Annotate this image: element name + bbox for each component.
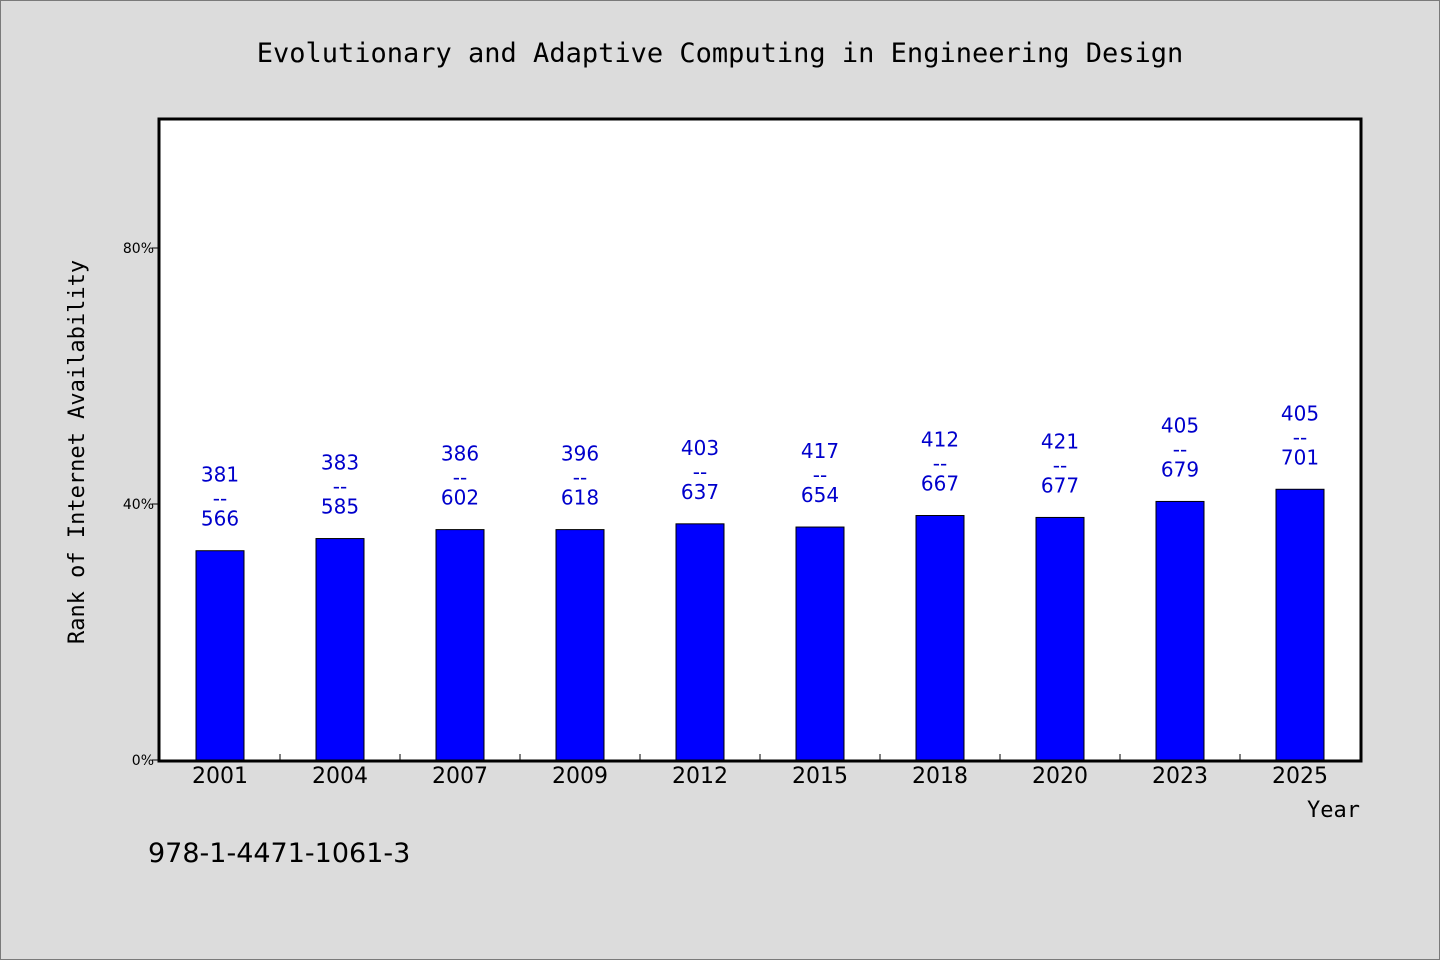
bar-2025 [1275, 488, 1325, 761]
bar-label-bottom: 654 [801, 483, 839, 507]
bar-2004 [315, 538, 365, 761]
y-tick-label: 80% [123, 241, 154, 257]
bar-label-separator: -- [333, 475, 347, 499]
x-axis-ticks: 2001 2004 2007 2009 2012 2015 2018 2020 2023 2025 [192, 754, 1328, 789]
y-tick-label: 40% [123, 497, 154, 513]
bar-label-bottom: 566 [201, 507, 239, 531]
y-tick-label: 0% [132, 753, 154, 769]
bar-label-separator: -- [693, 460, 707, 484]
bar-label-separator: -- [933, 452, 947, 476]
bar-label-top: 405 [1281, 401, 1319, 425]
bar-label-separator: -- [813, 463, 827, 487]
bar-2018 [915, 515, 965, 761]
x-axis-label: Year [1307, 798, 1360, 823]
bar-label-separator: -- [213, 487, 227, 511]
bar-label-separator: -- [573, 466, 587, 490]
bar-label-bottom: 618 [561, 486, 599, 510]
x-tick-label: 2009 [552, 764, 608, 789]
bar-label-bottom: 667 [921, 472, 959, 496]
bar-label-top: 403 [681, 436, 719, 460]
bar-2015 [795, 526, 845, 761]
data-labels-group: 566--381585--383602--386618--396637--403… [201, 401, 1319, 530]
bar-label-top: 412 [921, 428, 959, 452]
isbn-text: 978-1-4471-1061-3 [148, 838, 410, 869]
x-tick-label: 2004 [312, 764, 368, 789]
bar-label-top: 396 [561, 442, 599, 466]
bar-label-top: 383 [321, 451, 359, 475]
chart-title: Evolutionary and Adaptive Computing in E… [257, 38, 1184, 69]
bar-label-top: 381 [201, 463, 239, 487]
bar-2012 [675, 523, 725, 761]
bar-2020 [1035, 516, 1085, 761]
x-tick-label: 2012 [672, 764, 728, 789]
bar-label-separator: -- [1293, 425, 1307, 449]
bar-label-top: 386 [441, 442, 479, 466]
bar-2023 [1155, 500, 1205, 761]
x-tick-label: 2023 [1152, 764, 1208, 789]
x-tick-label: 2020 [1032, 764, 1088, 789]
bars-group [195, 488, 1325, 761]
x-tick-label: 2007 [432, 764, 488, 789]
bar-label-bottom: 677 [1041, 473, 1079, 497]
bar-label-separator: -- [1173, 437, 1187, 461]
bar-label-bottom: 585 [321, 495, 359, 519]
y-axis-ticks: 0% 40% 80% [123, 241, 160, 769]
bar-label-top: 417 [801, 439, 839, 463]
bar-label-separator: -- [1053, 453, 1067, 477]
bar-2009 [555, 529, 605, 761]
bar-label-separator: -- [453, 466, 467, 490]
x-tick-label: 2025 [1272, 764, 1328, 789]
bar-2007 [435, 529, 485, 761]
bar-label-bottom: 602 [441, 486, 479, 510]
bar-label-bottom: 637 [681, 480, 719, 504]
x-tick-label: 2015 [792, 764, 848, 789]
x-tick-label: 2001 [192, 764, 248, 789]
bar-2001 [195, 550, 245, 761]
bar-label-bottom: 679 [1161, 457, 1199, 481]
y-axis-label: Rank of Internet Availability [65, 260, 90, 644]
bar-label-bottom: 701 [1281, 445, 1319, 469]
bar-label-top: 421 [1041, 429, 1079, 453]
x-tick-label: 2018 [912, 764, 968, 789]
bar-label-top: 405 [1161, 413, 1199, 437]
